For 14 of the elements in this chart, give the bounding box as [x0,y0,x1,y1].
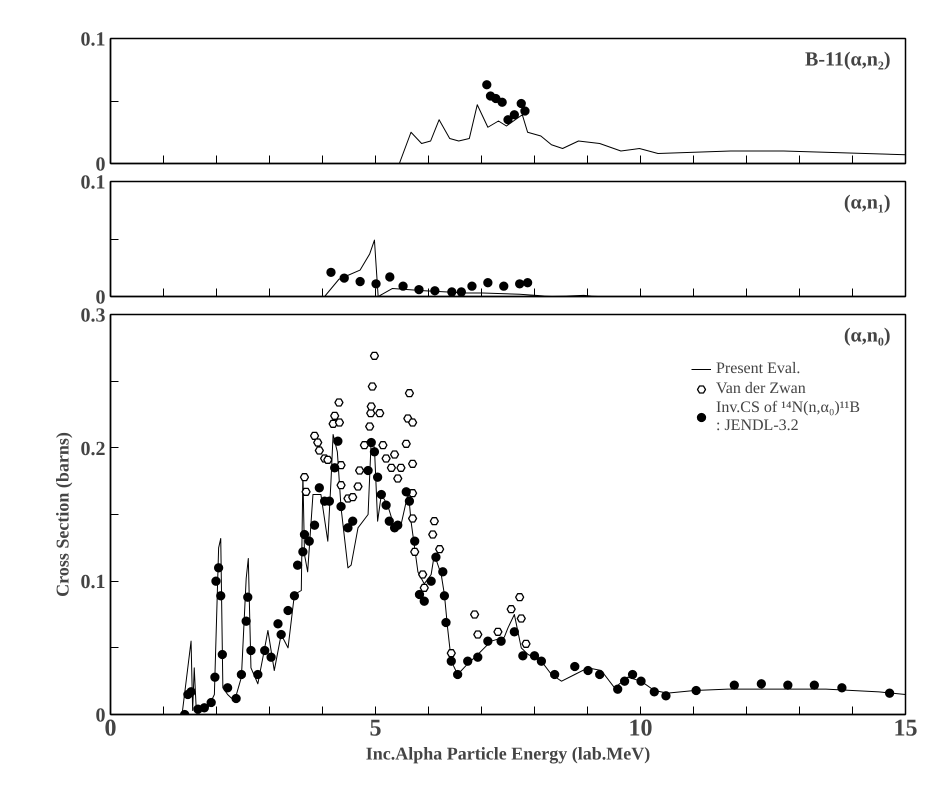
y-tick-label: 0.1 [80,571,106,594]
x-axis-title: Inc.Alpha Particle Energy (lab.MeV) [366,744,650,764]
x-tick-label: 5 [370,716,382,742]
y-tick-label: 0.2 [80,438,106,460]
annotation: (α,n₀) [844,324,891,346]
legend-label: Inv.CS of ¹⁴N(n,α₀)¹¹B : JENDL-3.2 [716,399,860,435]
y-tick-label: 0.1 [80,28,106,50]
legend-label: Present Eval. [716,360,800,378]
annotation: B-11(α,n₂) [805,48,890,70]
y-axis-title: Cross Section (barns) [52,432,72,597]
x-tick-label: 10 [628,716,652,742]
x-tick-label: 15 [894,716,918,742]
legend-label: Van der Zwan [716,380,806,398]
annotation: (α,n₁) [844,192,891,214]
